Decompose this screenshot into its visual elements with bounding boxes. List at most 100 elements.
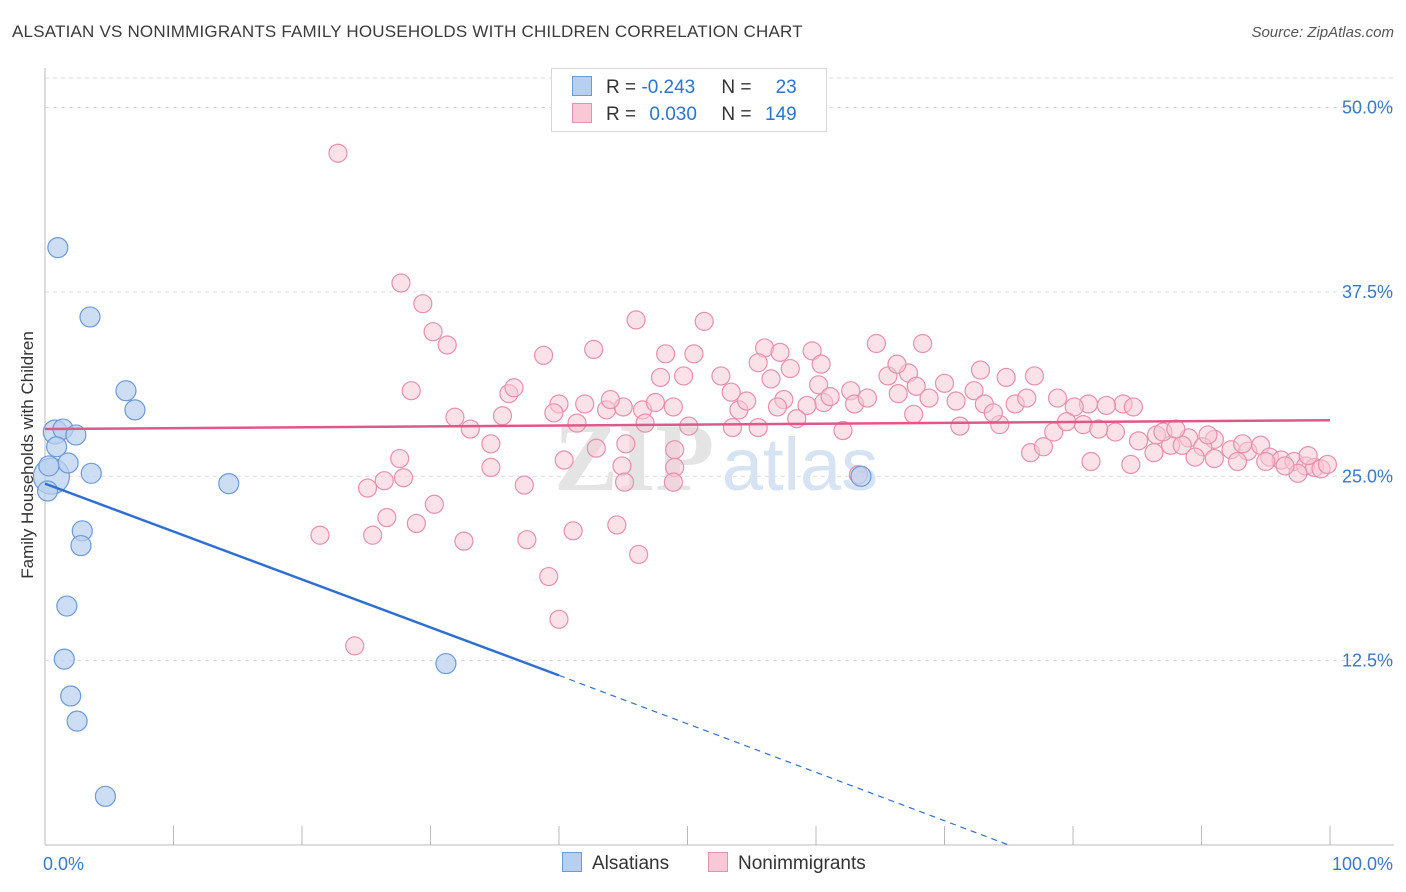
watermark-atlas: atlas: [722, 423, 878, 506]
y-tick-label: 50.0%: [1342, 98, 1393, 118]
nonimmigrants-point: [737, 391, 757, 411]
nonimmigrants-point: [635, 413, 655, 433]
nonimmigrants-point: [1317, 454, 1338, 475]
nonimmigrants-swatch: [572, 103, 592, 123]
nonimmigrants-point: [539, 566, 559, 587]
alsatians-point: [115, 380, 137, 402]
nonimmigrants-point: [1081, 451, 1101, 472]
legend-row-nonimmigrants: R = 0.030 N = 149: [572, 103, 797, 125]
nonimmigrants-point: [663, 397, 683, 417]
nonimmigrants-point: [554, 450, 574, 470]
nonimmigrants-point: [1172, 435, 1192, 455]
nonimmigrants-point: [946, 391, 966, 411]
nonimmigrants-point: [310, 525, 330, 545]
nonimmigrants-point: [377, 507, 397, 528]
nonimmigrants-point: [970, 360, 991, 380]
nonimmigrants-point: [950, 416, 970, 436]
alsatians-point: [70, 534, 92, 557]
nonimmigrants-point: [1185, 447, 1205, 467]
nonimmigrants-point: [1024, 366, 1045, 386]
nonimmigrants-point: [626, 310, 646, 330]
bottom-legend-nonimmigrants: Nonimmigrants: [708, 852, 866, 875]
nonimmigrants-point: [629, 544, 649, 565]
nonimmigrants-point: [363, 525, 383, 545]
alsatians-point: [79, 306, 101, 328]
nonimmigrants-point: [357, 478, 378, 498]
nonimmigrants-point: [913, 333, 933, 354]
watermark: ZIP atlas: [554, 404, 878, 511]
alsatians-trend-extension: [558, 674, 1009, 846]
alsatians-point: [66, 710, 88, 732]
nonimmigrants-point: [345, 636, 365, 656]
alsatians-point: [60, 685, 82, 707]
y-tick-label: 25.0%: [1342, 466, 1393, 486]
nonimmigrants-point: [820, 387, 840, 407]
nonimmigrants-point: [748, 353, 768, 373]
nonimmigrants-point: [1144, 443, 1164, 463]
nonimmigrants-point: [711, 366, 731, 386]
nonimmigrants-point: [391, 273, 411, 293]
trend-lines: [44, 418, 1331, 846]
nonimmigrants-point: [544, 403, 564, 423]
nonimmigrants-point: [481, 457, 501, 477]
nonimmigrants-point: [748, 417, 768, 438]
nonimmigrants-point: [567, 413, 587, 433]
nonimmigrants-point: [1033, 437, 1054, 457]
nonimmigrants-point: [645, 392, 665, 413]
alsatians-point: [124, 399, 146, 421]
nonimmigrants-points: [310, 143, 1338, 656]
nonimmigrants-point: [964, 381, 984, 401]
nonimmigrants-point: [584, 339, 604, 359]
nonimmigrants-trend-line: [44, 418, 1331, 431]
nonimmigrants-point: [919, 388, 939, 408]
alsatians-trend-line: [44, 482, 560, 677]
bottom-legend-nonimmigrants-label: Nonimmigrants: [738, 853, 866, 874]
nonimmigrants-point: [533, 345, 554, 365]
nonimmigrants-point: [866, 333, 886, 354]
nonimmigrants-point: [656, 344, 676, 364]
nonimmigrants-point: [679, 416, 699, 436]
nonimmigrants-point: [694, 311, 714, 331]
alsatians-point: [850, 465, 872, 487]
nonimmigrants-point: [665, 440, 685, 460]
nonimmigrants-point: [684, 344, 704, 364]
nonimmigrants-point: [424, 494, 444, 514]
nonimmigrants-point: [1256, 451, 1276, 472]
bottom-legend-alsatians-label: Alsatians: [592, 853, 670, 874]
alsatians-point: [45, 436, 68, 458]
nonimmigrants-point: [328, 143, 348, 163]
y-tick-label: 37.5%: [1342, 282, 1393, 302]
nonimmigrants-point: [833, 420, 853, 441]
nonimmigrants-point: [612, 456, 632, 476]
nonimmigrants-point: [616, 434, 636, 454]
nonimmigrants-point: [517, 530, 537, 550]
x-tick-label-max: 100.0%: [1332, 854, 1393, 874]
nonimmigrants-point: [1128, 431, 1149, 451]
nonimmigrants-point: [607, 515, 627, 535]
nonimmigrants-point: [514, 475, 534, 495]
nonimmigrants-point: [1227, 451, 1248, 472]
nonimmigrants-point: [761, 369, 781, 389]
bottom-nonimmigrants-swatch: [708, 852, 728, 872]
nonimmigrants-point: [586, 438, 606, 458]
nonimmigrants-point: [393, 468, 414, 488]
nonimmigrants-point: [423, 322, 443, 342]
nonimmigrants-point: [481, 434, 501, 454]
nonimmigrants-point: [460, 419, 480, 439]
nonimmigrants-point: [1017, 388, 1037, 408]
nonimmigrants-point: [454, 531, 474, 551]
nonimmigrants-point: [888, 384, 908, 404]
x-tick-label-min: 0.0%: [43, 854, 84, 874]
nonimmigrants-point: [983, 403, 1003, 423]
correlation-legend: R = -0.243 N = 23 R = 0.030 N = 149: [551, 68, 827, 132]
nonimmigrants-point: [1121, 454, 1141, 475]
alsatians-point: [94, 785, 116, 807]
alsatians-point: [435, 652, 457, 675]
tick-labels: 12.5% 25.0% 37.5% 50.0% 0.0% 100.0%: [43, 98, 1393, 875]
alsatians-point: [80, 462, 102, 484]
legend-r-value-1: -0.243: [641, 77, 696, 98]
legend-r-label-2: R =: [606, 104, 642, 125]
legend-n-value-2: 149: [765, 104, 797, 125]
nonimmigrants-point: [1047, 388, 1068, 408]
axes: [44, 68, 1394, 846]
